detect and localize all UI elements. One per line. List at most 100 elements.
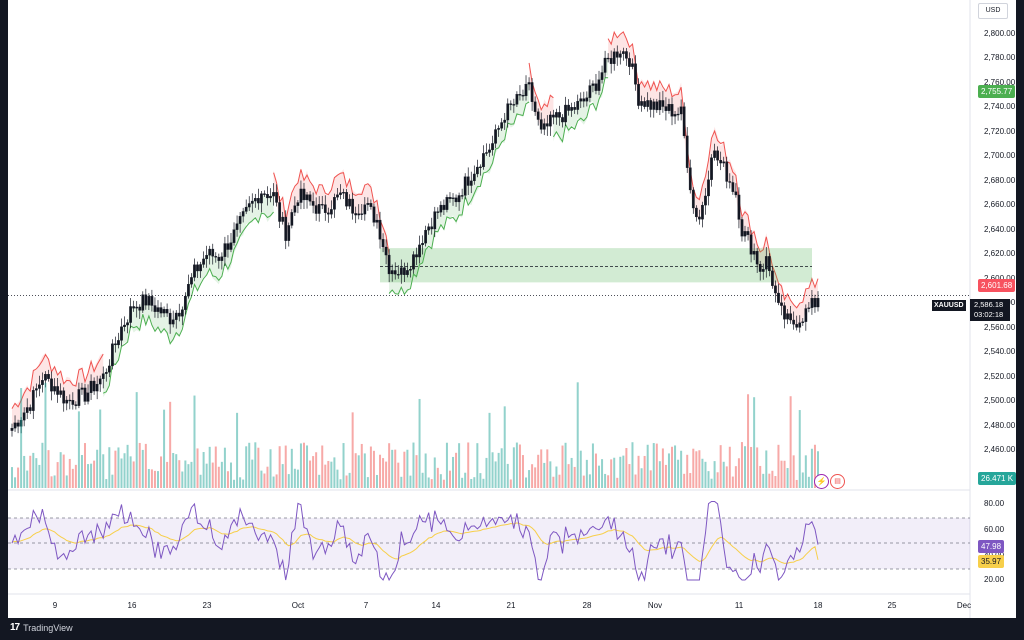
brand[interactable]: 17 TradingView [10,622,73,633]
price-tick: 2,460.00 [984,445,1016,454]
volume-bar [601,459,604,488]
volume-bar [604,473,607,488]
candle-body [649,100,653,110]
candle-body [59,390,63,395]
candle-body [722,161,726,164]
volume-bar [637,455,640,488]
candle-body [719,160,723,164]
volume-bar [199,474,202,488]
volume-bar [680,450,683,488]
price-tick: 2,600.00 [984,274,1015,283]
candle-body [25,407,29,413]
time-tick: 16 [127,601,137,610]
volume-bar [202,452,205,488]
volume-bar [102,454,105,488]
volume-bar [503,406,506,488]
volume-bar [421,472,424,488]
candle-body [253,198,257,202]
time-tick: Oct [291,601,305,610]
volume-badge: 26.471 K [978,472,1017,485]
volume-bar [87,464,90,488]
volume-bar [214,446,217,488]
time-tick: Nov [647,601,663,610]
candle-body [631,63,634,67]
volume-bar [117,447,120,488]
candle-body [542,123,546,130]
candle-body [92,380,96,392]
candle-body [308,194,312,202]
volume-bar [44,382,47,488]
volume-bar [318,474,321,488]
candle-body [406,270,409,275]
candle-body [466,176,470,186]
candle-body [354,213,358,216]
candle-body [704,195,707,206]
candle-body [749,234,753,255]
volume-bar [689,473,692,488]
candle-body [789,313,792,321]
volume-bar [348,472,351,488]
time-axis[interactable]: 9 16 23 Oct 7 14 21 28 Nov 11 18 25 Dec [8,594,971,618]
volume-bar [610,459,613,488]
volume-bar [531,464,534,488]
volume-bar [120,458,123,488]
volume-bar [509,479,512,488]
volume-bar [93,460,96,488]
candle-body [314,205,318,214]
candle-body [710,157,713,180]
candle-body [250,200,254,204]
chart-frame[interactable]: USD 2,800.00 2,780.00 2,760.00 2,740.00 2,72… [8,0,1017,640]
volume-bar [108,447,111,488]
volume-bar [336,469,339,488]
volume-bar [707,471,710,488]
candle-body [731,182,735,192]
volume-bar [74,464,77,488]
candle-body [214,256,218,258]
candle-body [16,422,20,427]
volume-bar [141,449,144,488]
volume-bar [817,451,819,488]
volume-bar [160,456,163,488]
volume-bar [150,469,153,488]
price-axis[interactable]: USD 2,800.00 2,780.00 2,760.00 2,740.00 2,72… [970,0,1017,600]
volume-bar [698,450,701,488]
volume-bar [385,461,388,488]
candle-body [184,295,187,310]
volume-bar [433,457,436,488]
volume-bar [625,448,628,488]
candle-body [740,219,744,237]
volume-bar [661,448,664,488]
volume-bar [38,464,41,488]
candle-body [409,269,412,271]
volume-bar [494,461,497,488]
candle-body [436,211,440,213]
volume-bar [217,466,220,488]
trend-band-fill [389,82,530,298]
volume-bar [275,474,278,488]
candle-body [716,150,719,161]
volume-bar [476,443,479,488]
us-flag-icon[interactable]: ▤ [830,474,845,489]
volume-bar [616,477,619,488]
candle-body [299,188,303,203]
volume-bar [233,479,236,488]
volume-bar [786,468,789,488]
candle-body [515,94,519,105]
volume-bar [284,445,287,488]
volume-bar [29,455,32,488]
volume-bar [552,476,555,488]
volume-bar [418,398,421,488]
candle-body [372,206,376,223]
candle-body [752,251,756,255]
volume-bar [528,470,531,488]
volume-bar [32,452,35,488]
volume-bar [363,453,366,488]
candle-body [667,104,671,111]
lightning-icon[interactable]: ⚡ [814,474,829,489]
candle-body [126,322,129,326]
currency-button[interactable]: USD [978,3,1008,19]
volume-bar [302,442,305,488]
chart-canvas[interactable] [8,0,1016,618]
volume-bar [409,475,412,488]
candle-body [512,104,516,106]
